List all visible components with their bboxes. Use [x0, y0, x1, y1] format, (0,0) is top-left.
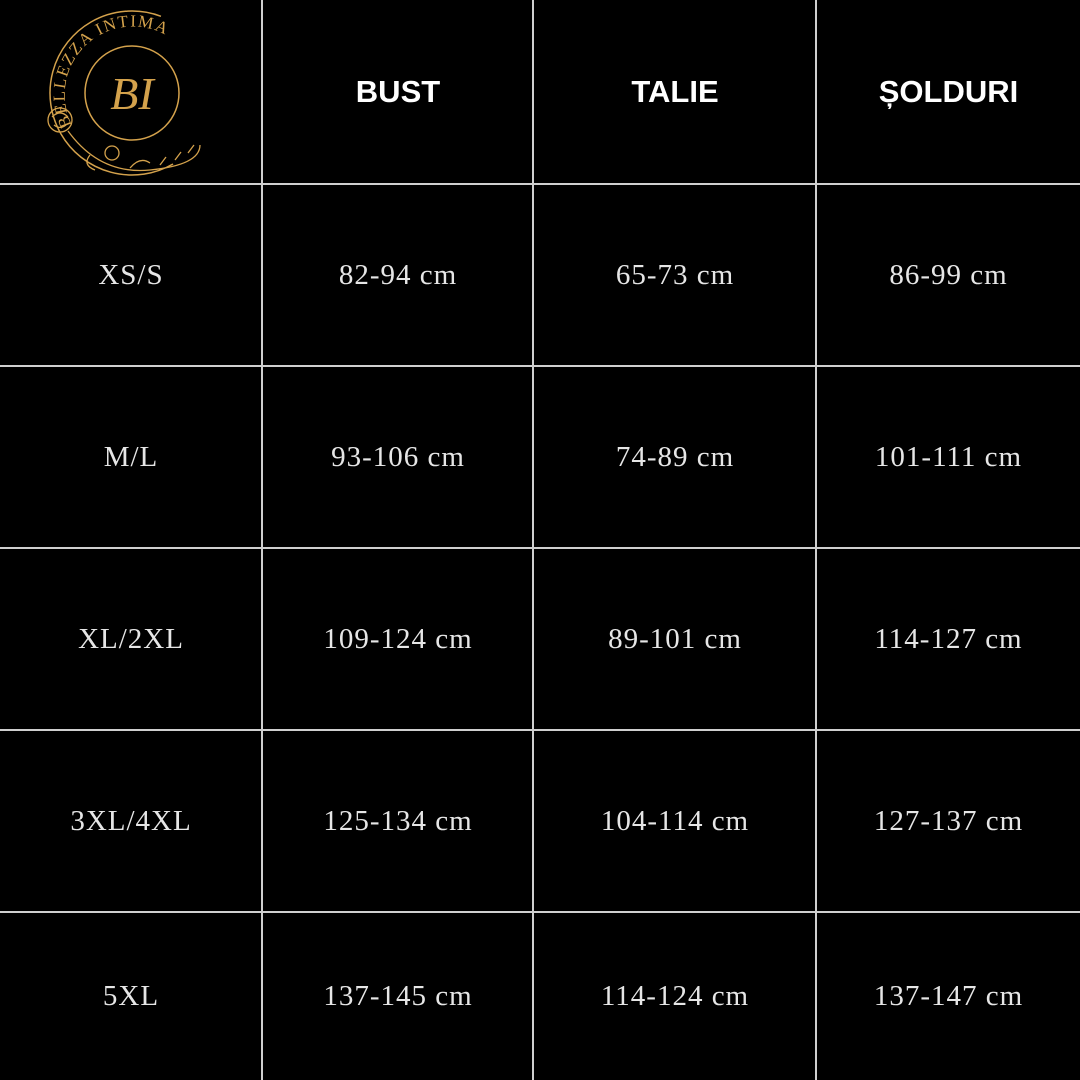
cell-bust: 137-145 cm: [323, 980, 473, 1012]
cell-solduri: 127-137 cm: [873, 805, 1024, 837]
cell-solduri: 114-127 cm: [874, 623, 1023, 655]
column-header-bust: BUST: [355, 74, 441, 109]
grid-line: [532, 0, 534, 1080]
cell-talie: 74-89 cm: [615, 441, 735, 473]
cell-solduri: 101-111 cm: [874, 441, 1023, 473]
cell-size: XL/2XL: [78, 623, 184, 655]
cell-bust: 109-124 cm: [323, 623, 473, 655]
grid-line: [0, 183, 1080, 185]
cell-bust: 93-106 cm: [331, 441, 465, 473]
cell-bust: 82-94 cm: [338, 259, 458, 291]
column-header-solduri: ȘOLDURI: [878, 74, 1019, 109]
cell-talie: 104-114 cm: [600, 805, 750, 837]
grid-line: [0, 911, 1080, 913]
cell-talie: 114-124 cm: [600, 980, 750, 1012]
cell-talie: 65-73 cm: [615, 259, 735, 291]
cell-size: 5XL: [102, 980, 160, 1012]
svg-text:BI: BI: [110, 68, 156, 119]
cell-talie: 89-101 cm: [608, 623, 742, 655]
grid-line: [815, 0, 817, 1080]
grid-line: [0, 729, 1080, 731]
cell-solduri: 137-147 cm: [873, 980, 1024, 1012]
grid-line: [261, 0, 263, 1080]
brand-logo: BELLEZZA INTIMA BI: [47, 10, 215, 176]
cell-size: 3XL/4XL: [70, 805, 192, 837]
cell-bust: 125-134 cm: [323, 805, 473, 837]
cell-size: XS/S: [98, 259, 164, 291]
cell-solduri: 86-99 cm: [889, 259, 1008, 291]
grid-line: [0, 365, 1080, 367]
column-header-talie: TALIE: [631, 74, 719, 109]
grid-line: [0, 547, 1080, 549]
cell-size: M/L: [103, 441, 159, 473]
